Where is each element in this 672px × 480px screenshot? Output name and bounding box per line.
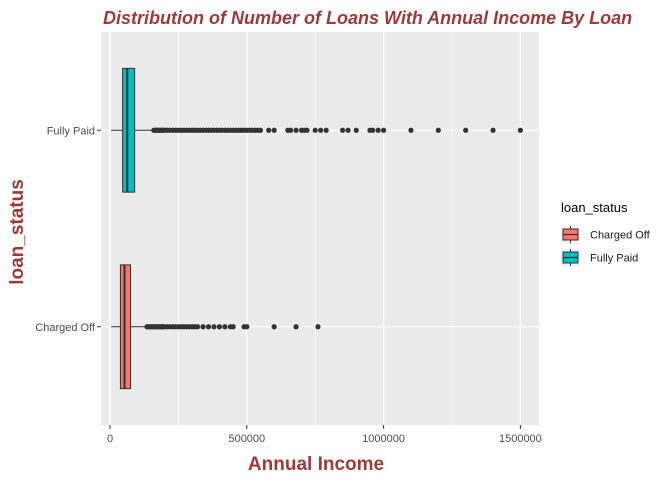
- box-layer: [111, 67, 523, 390]
- outlier-point: [293, 127, 299, 133]
- axis-layer: 0 500000 1000000 1500000 Charged Off Fully Pa…: [35, 125, 542, 445]
- plot-panel: [101, 32, 539, 425]
- outlier-point: [490, 127, 496, 133]
- outlier-point: [271, 324, 277, 330]
- outlier-point: [271, 127, 277, 133]
- x-tick-label: 500000: [228, 433, 265, 445]
- outlier-point: [216, 324, 223, 330]
- outlier-point: [381, 127, 387, 133]
- outlier-point: [408, 127, 414, 133]
- legend-label: Fully Paid: [590, 253, 638, 265]
- x-tick-label: 1500000: [499, 433, 542, 445]
- legend-title: loan_status: [561, 200, 628, 215]
- outlier-point: [257, 127, 264, 133]
- legend: loan_status Charged Off Fully Paid: [561, 200, 651, 267]
- legend-items: Charged Off Fully Paid: [561, 225, 651, 267]
- outlier-point: [323, 127, 329, 133]
- y-tick-label: Fully Paid: [47, 125, 95, 137]
- outlier-point: [200, 324, 206, 330]
- outlier-point: [318, 127, 324, 133]
- x-tick-label: 0: [107, 433, 113, 445]
- box-iqr: [122, 67, 136, 193]
- y-tick-label: Charged Off: [35, 322, 96, 334]
- outlier-point: [312, 127, 318, 133]
- outlier-point: [435, 127, 441, 133]
- outlier-point: [293, 324, 299, 330]
- legend-item: Fully Paid: [561, 248, 638, 267]
- outlier-point: [315, 324, 321, 330]
- outlier-point: [339, 127, 346, 133]
- outlier-point: [266, 127, 272, 133]
- outlier-point: [230, 324, 236, 330]
- outlier-point: [345, 127, 351, 133]
- outlier-point: [517, 127, 523, 133]
- outlier-point: [222, 324, 228, 330]
- y-axis-title: loan_status: [7, 179, 28, 285]
- box-group: [111, 67, 523, 193]
- outlier-point: [194, 324, 201, 330]
- x-axis-title: Annual Income: [248, 454, 384, 475]
- outlier-point: [244, 324, 250, 330]
- outlier-point: [211, 324, 217, 330]
- outlier-point: [463, 127, 469, 133]
- chart-title: Distribution of Number of Loans With Ann…: [103, 8, 632, 28]
- outlier-point: [370, 127, 376, 133]
- legend-item: Charged Off: [561, 225, 651, 244]
- box-group: [111, 264, 321, 390]
- x-tick-label: 1000000: [362, 433, 405, 445]
- outlier-point: [205, 324, 212, 330]
- outlier-point: [287, 127, 294, 133]
- outlier-point: [375, 127, 381, 133]
- legend-label: Charged Off: [590, 230, 651, 242]
- outlier-point: [304, 127, 310, 133]
- outlier-point: [353, 127, 359, 133]
